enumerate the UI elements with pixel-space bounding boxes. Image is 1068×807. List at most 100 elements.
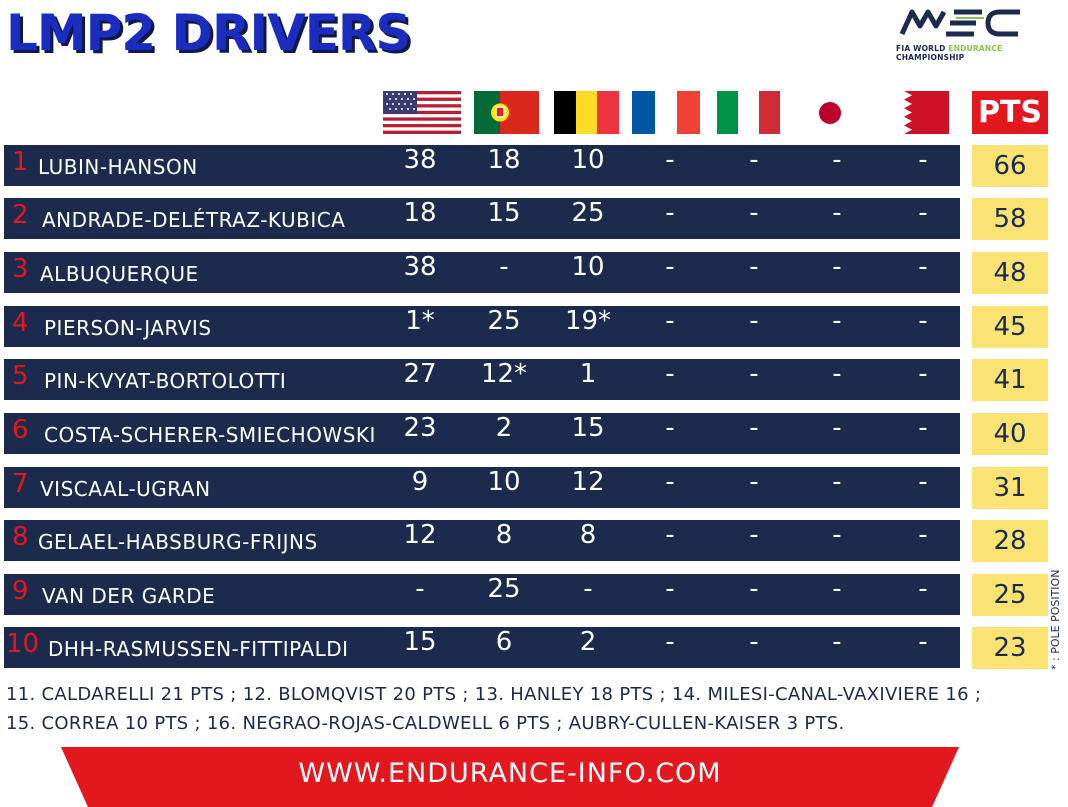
result-italy: - bbox=[749, 520, 759, 550]
other-standings-line2: 15. CORREA 10 PTS ; 16. NEGRAO-ROJAS-CAL… bbox=[6, 713, 845, 734]
usa-flag bbox=[383, 91, 461, 134]
rank: 2 bbox=[12, 200, 29, 230]
driver-name: ANDRADE-DELÉTRAZ-KUBICA bbox=[42, 208, 346, 232]
result-france: - bbox=[665, 467, 675, 497]
result-japan: - bbox=[832, 252, 842, 282]
table-row: 8 GELAEL-HABSBURG-FRIJNS 12 8 8 - - - - bbox=[4, 520, 960, 561]
result-france: - bbox=[665, 145, 675, 175]
website-url: WWW.ENDURANCE-INFO.COM bbox=[298, 758, 722, 789]
result-bahrain: - bbox=[918, 252, 928, 282]
result-usa: - bbox=[415, 574, 425, 604]
points-total: 40 bbox=[972, 413, 1048, 455]
japan-flag bbox=[797, 91, 862, 134]
other-standings-line1: 11. CALDARELLI 21 PTS ; 12. BLOMQVIST 20… bbox=[6, 684, 982, 705]
driver-name: COSTA-SCHERER-SMIECHOWSKI bbox=[44, 423, 376, 447]
result-france: - bbox=[665, 306, 675, 336]
rank: 8 bbox=[12, 522, 29, 552]
result-usa: 27 bbox=[403, 359, 437, 389]
result-belgium: 25 bbox=[571, 198, 605, 228]
result-usa: 18 bbox=[403, 198, 437, 228]
result-japan: - bbox=[832, 574, 842, 604]
result-italy: - bbox=[749, 574, 759, 604]
result-belgium: 2 bbox=[579, 627, 597, 657]
result-japan: - bbox=[832, 198, 842, 228]
result-bahrain: - bbox=[918, 359, 928, 389]
result-bahrain: - bbox=[918, 627, 928, 657]
result-japan: - bbox=[832, 627, 842, 657]
rank: 5 bbox=[12, 361, 29, 391]
result-japan: - bbox=[832, 520, 842, 550]
italy-flag bbox=[717, 91, 780, 134]
result-portugal: 8 bbox=[495, 520, 513, 550]
result-bahrain: - bbox=[918, 306, 928, 336]
result-bahrain: - bbox=[918, 520, 928, 550]
result-belgium: 15 bbox=[571, 413, 605, 443]
result-italy: - bbox=[749, 413, 759, 443]
logo-line2: CHAMPIONSHIP bbox=[896, 53, 965, 62]
page-title: LMP2 DRIVERS bbox=[6, 4, 411, 62]
points-total: 66 bbox=[972, 145, 1048, 187]
driver-name: DHH-RASMUSSEN-FITTIPALDI bbox=[48, 637, 349, 661]
result-italy: - bbox=[749, 306, 759, 336]
result-france: - bbox=[665, 627, 675, 657]
result-usa: 23 bbox=[403, 413, 437, 443]
points-total: 31 bbox=[972, 467, 1048, 509]
points-total: 25 bbox=[972, 574, 1048, 616]
points-total: 45 bbox=[972, 306, 1048, 348]
rank: 1 bbox=[12, 147, 29, 177]
table-row: 3 ALBUQUERQUE 38 - 10 - - - - bbox=[4, 252, 960, 293]
result-bahrain: - bbox=[918, 574, 928, 604]
result-belgium: 8 bbox=[579, 520, 597, 550]
points-total: 41 bbox=[972, 359, 1048, 401]
result-portugal: 2 bbox=[495, 413, 513, 443]
table-row: 1 LUBIN-HANSON 38 18 10 - - - - bbox=[4, 145, 960, 186]
result-portugal: 25 bbox=[487, 574, 521, 604]
result-bahrain: - bbox=[918, 413, 928, 443]
driver-name: LUBIN-HANSON bbox=[38, 155, 198, 179]
result-japan: - bbox=[832, 145, 842, 175]
table-row: 7 VISCAAL-UGRAN 9 10 12 - - - - bbox=[4, 467, 960, 508]
result-usa: 12 bbox=[403, 520, 437, 550]
logo-line1: FIA WORLD ENDURANCE bbox=[896, 44, 1003, 53]
result-belgium: 10 bbox=[571, 252, 605, 282]
table-row: 2 ANDRADE-DELÉTRAZ-KUBICA 18 15 25 - - -… bbox=[4, 198, 960, 239]
rank: 4 bbox=[12, 308, 29, 338]
rank: 7 bbox=[12, 469, 29, 499]
result-usa: 38 bbox=[403, 252, 437, 282]
result-usa: 1* bbox=[405, 306, 435, 336]
result-italy: - bbox=[749, 627, 759, 657]
bahrain-flag bbox=[884, 91, 949, 134]
table-row: 4 PIERSON-JARVIS 1* 25 19* - - - - bbox=[4, 306, 960, 347]
result-portugal: - bbox=[499, 252, 509, 282]
footer-banner bbox=[61, 747, 959, 807]
driver-name: PIERSON-JARVIS bbox=[44, 316, 212, 340]
driver-name: GELAEL-HABSBURG-FRIJNS bbox=[38, 530, 318, 554]
table-row: 5 PIN-KVYAT-BORTOLOTTI 27 12* 1 - - - - bbox=[4, 359, 960, 400]
driver-name: ALBUQUERQUE bbox=[40, 262, 199, 286]
points-total: 48 bbox=[972, 252, 1048, 294]
result-france: - bbox=[665, 520, 675, 550]
rank: 6 bbox=[12, 415, 29, 445]
table-row: 9 VAN DER GARDE - 25 - - - - - bbox=[4, 574, 960, 615]
result-bahrain: - bbox=[918, 198, 928, 228]
france-flag bbox=[632, 91, 700, 134]
rank: 3 bbox=[12, 254, 29, 284]
table-row: 6 COSTA-SCHERER-SMIECHOWSKI 23 2 15 - - … bbox=[4, 413, 960, 454]
result-portugal: 18 bbox=[487, 145, 521, 175]
result-portugal: 15 bbox=[487, 198, 521, 228]
rank: 9 bbox=[12, 576, 29, 606]
result-belgium: 12 bbox=[571, 467, 605, 497]
result-belgium: - bbox=[583, 574, 593, 604]
points-total: 23 bbox=[972, 627, 1048, 669]
result-france: - bbox=[665, 198, 675, 228]
pts-header: PTS bbox=[972, 91, 1048, 134]
result-france: - bbox=[665, 574, 675, 604]
pole-position-note: * : POLE POSITION bbox=[1049, 569, 1062, 670]
portugal-flag bbox=[474, 91, 539, 134]
result-usa: 38 bbox=[403, 145, 437, 175]
points-total: 58 bbox=[972, 198, 1048, 240]
result-france: - bbox=[665, 413, 675, 443]
result-portugal: 6 bbox=[495, 627, 513, 657]
result-portugal: 25 bbox=[487, 306, 521, 336]
result-france: - bbox=[665, 252, 675, 282]
